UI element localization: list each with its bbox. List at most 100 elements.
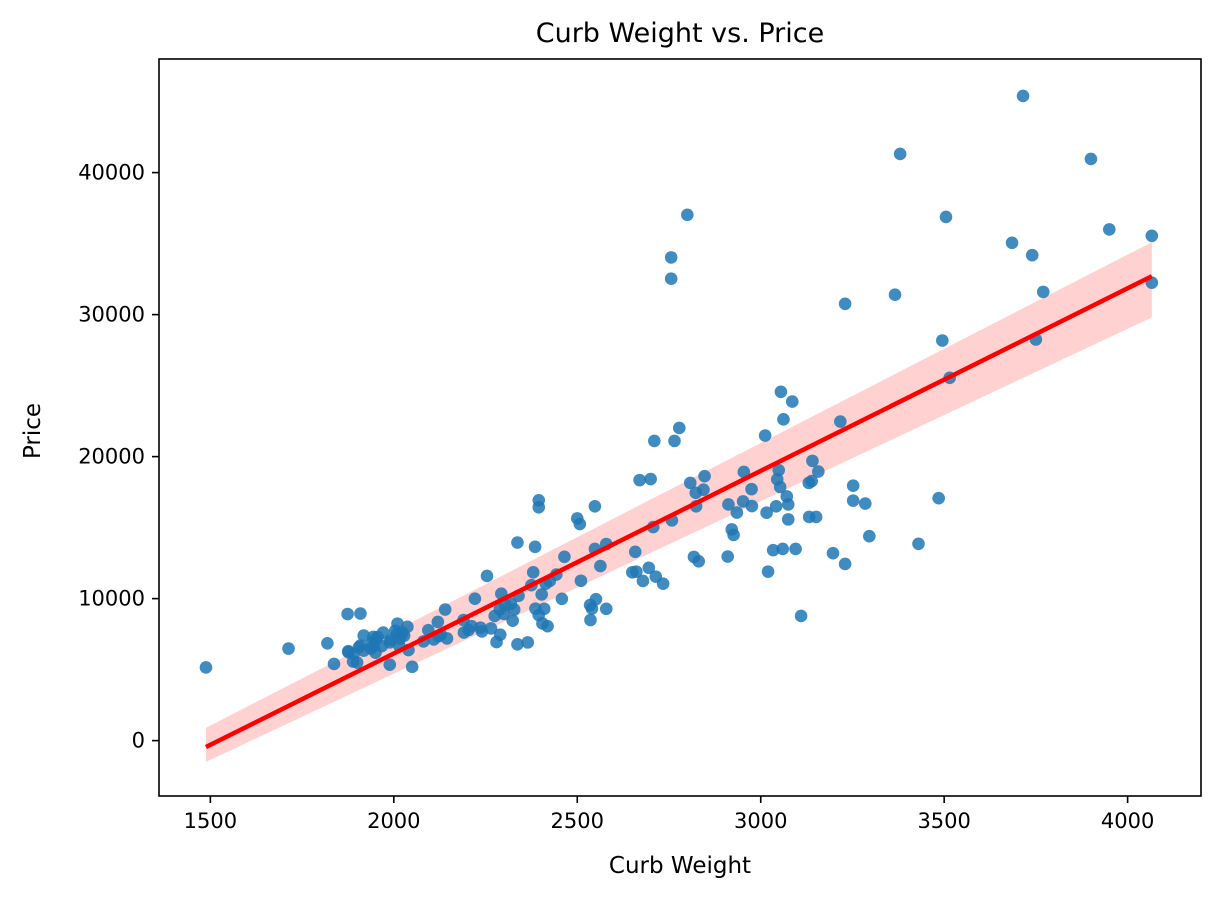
plot-frame	[158, 58, 1202, 797]
x-tick-label: 3500	[917, 809, 970, 833]
regression-line	[204, 274, 1153, 750]
data-point	[526, 566, 540, 579]
y-axis-label: Price	[20, 403, 46, 459]
data-point	[772, 463, 785, 477]
data-point	[321, 636, 334, 650]
data-point	[440, 632, 454, 645]
data-point	[932, 491, 945, 505]
data-point	[781, 513, 795, 526]
data-point	[484, 622, 498, 635]
data-point	[812, 465, 825, 478]
data-point	[642, 561, 656, 575]
data-point	[727, 528, 740, 542]
data-point	[722, 498, 735, 511]
data-point	[493, 628, 507, 641]
data-point	[888, 288, 902, 302]
data-point	[341, 607, 354, 621]
data-point	[1016, 89, 1030, 103]
data-point	[405, 660, 419, 674]
data-point	[737, 465, 751, 479]
data-point	[431, 615, 445, 629]
data-point	[745, 499, 759, 513]
data-point	[532, 501, 546, 514]
data-point	[511, 536, 524, 549]
data-point	[506, 614, 519, 627]
data-point	[745, 482, 758, 496]
data-point	[401, 620, 414, 634]
data-point	[350, 656, 364, 669]
data-point	[846, 479, 860, 493]
chart-title: Curb Weight vs. Price	[536, 18, 825, 49]
data-point	[664, 272, 678, 286]
data-point	[777, 413, 790, 426]
x-axis-ticks: 1500 2000 2500 3000 3500 4000	[184, 796, 1154, 833]
data-point	[636, 574, 650, 588]
data-point	[574, 574, 588, 588]
data-point	[776, 542, 790, 556]
data-point	[1025, 248, 1039, 262]
x-tick-label: 1500	[184, 809, 237, 833]
data-point	[633, 473, 646, 487]
data-point	[692, 554, 706, 568]
data-point	[585, 602, 599, 615]
data-point	[794, 609, 808, 623]
regression-line-layer	[204, 274, 1153, 750]
data-point	[721, 550, 734, 563]
data-point	[774, 385, 788, 399]
data-point	[838, 557, 852, 571]
x-axis-label: Curb Weight	[609, 853, 751, 879]
data-point	[644, 472, 657, 486]
data-point	[806, 454, 819, 468]
y-tick-label: 40000	[78, 161, 145, 185]
y-tick-label: 0	[132, 729, 145, 753]
data-point	[537, 602, 551, 616]
x-tick-label: 2000	[367, 809, 420, 833]
confidence-band-layer	[205, 242, 1152, 762]
data-point	[697, 483, 710, 497]
data-point	[656, 577, 670, 591]
x-tick-label: 2500	[551, 809, 604, 833]
data-point	[668, 434, 681, 448]
data-point	[826, 546, 840, 560]
data-point	[773, 480, 787, 494]
y-axis-ticks: 0 10000 20000 30000 40000	[78, 161, 159, 753]
data-point	[282, 642, 295, 655]
data-point	[199, 661, 213, 674]
data-point	[594, 559, 607, 573]
data-point	[698, 469, 711, 483]
data-point	[761, 565, 775, 578]
data-point	[480, 569, 494, 583]
data-point	[893, 147, 907, 161]
data-point	[664, 251, 678, 264]
data-point	[541, 619, 554, 633]
data-point	[558, 550, 571, 564]
data-point	[1036, 285, 1050, 299]
data-point	[785, 395, 799, 408]
data-point	[912, 537, 925, 551]
data-point	[555, 592, 569, 606]
data-point	[939, 210, 953, 224]
data-point	[354, 607, 367, 620]
data-point	[1102, 223, 1116, 236]
data-point	[805, 474, 819, 488]
data-point	[781, 498, 795, 511]
data-point	[863, 529, 876, 543]
y-tick-label: 20000	[78, 445, 145, 469]
data-point	[511, 637, 524, 651]
data-point	[628, 545, 642, 559]
confidence-band	[205, 242, 1152, 762]
data-point	[468, 592, 482, 605]
data-point	[1084, 152, 1098, 166]
data-point	[834, 415, 847, 428]
data-point	[521, 636, 535, 649]
data-point	[1145, 229, 1159, 243]
data-point	[589, 592, 603, 606]
data-point	[758, 429, 772, 442]
data-point	[383, 658, 397, 671]
data-point	[648, 434, 661, 448]
data-point	[681, 208, 694, 222]
data-point	[630, 565, 643, 578]
data-point	[528, 540, 542, 554]
data-point	[760, 506, 773, 520]
